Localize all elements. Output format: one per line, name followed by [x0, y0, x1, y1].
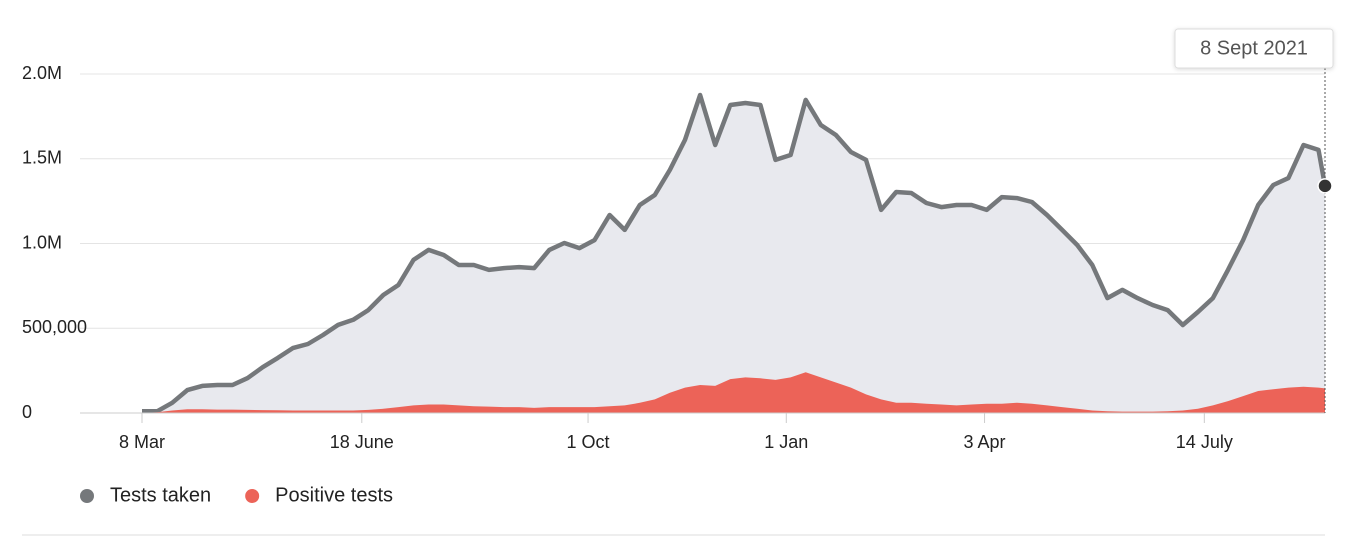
- tooltip-box: [1174, 28, 1334, 69]
- y-tick-label: 1.5M: [22, 148, 62, 168]
- y-tick-label: 500,000: [22, 317, 87, 337]
- area: [142, 95, 1325, 413]
- legend-item[interactable]: Tests taken: [80, 484, 211, 506]
- line: [142, 92, 1328, 414]
- x-tick-label: 14 July: [1176, 432, 1233, 452]
- x-tick-label: 3 Apr: [964, 432, 1006, 452]
- legend-label: Tests taken: [110, 484, 211, 506]
- hover-point: [1317, 178, 1333, 194]
- x-tick-label: 8 Mar: [119, 432, 165, 452]
- legend-label: Positive tests: [275, 484, 393, 506]
- tooltip-label: 8 Sept 2021: [1200, 37, 1308, 59]
- legend-swatch: [80, 489, 94, 503]
- area: [142, 372, 1325, 413]
- y-tick-label: 0: [22, 402, 32, 422]
- legend-swatch: [245, 489, 260, 503]
- x-tick-label: 1 Oct: [567, 432, 610, 452]
- y-tick-label: 2.0M: [22, 63, 62, 83]
- x-tick-label: 18 June: [330, 432, 394, 452]
- y-tick-label: 1.0M: [22, 232, 62, 252]
- legend-item[interactable]: Positive tests: [245, 484, 393, 506]
- x-tick-label: 1 Jan: [764, 432, 808, 452]
